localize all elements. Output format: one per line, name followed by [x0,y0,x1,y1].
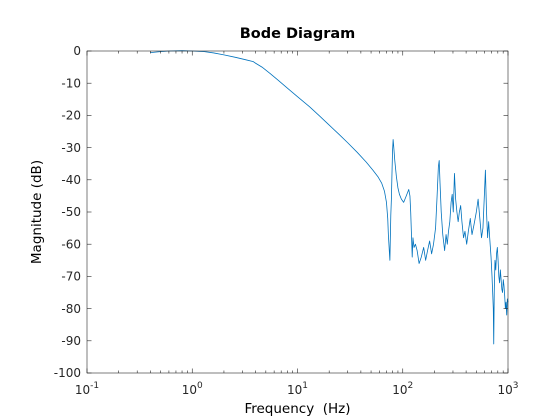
y-tick-label: -10 [61,76,81,90]
y-tick-label: -90 [61,334,81,348]
y-axis-ticks: 0 -10 -20 -30 -40 -50 -60 -70 -80 -90 -100 [54,44,508,380]
y-tick-label: -70 [61,270,81,284]
x-tick-label: 10-1 [75,381,99,397]
y-tick-label: -40 [61,173,81,187]
x-tick-label: 103 [497,381,518,397]
x-axis-ticks: 10-1 100 101 102 103 [75,51,519,397]
series-layer [150,50,509,345]
y-tick-label: -80 [61,302,81,316]
x-tick-label: 102 [392,381,413,397]
x-tick-label: 101 [287,381,308,397]
y-tick-label: -100 [54,366,81,380]
series-line-1 [150,50,509,345]
y-tick-label: 0 [73,44,81,58]
y-tick-label: -50 [61,205,81,219]
x-axis-label: Frequency (Hz) [244,401,350,417]
x-tick-label: 100 [182,381,203,397]
y-tick-label: -30 [61,141,81,155]
y-tick-label: -20 [61,109,81,123]
chart-title: Bode Diagram [240,26,356,42]
plot-area [87,51,508,373]
y-tick-label: -60 [61,237,81,251]
y-axis-label: Magnitude (dB) [29,160,45,264]
